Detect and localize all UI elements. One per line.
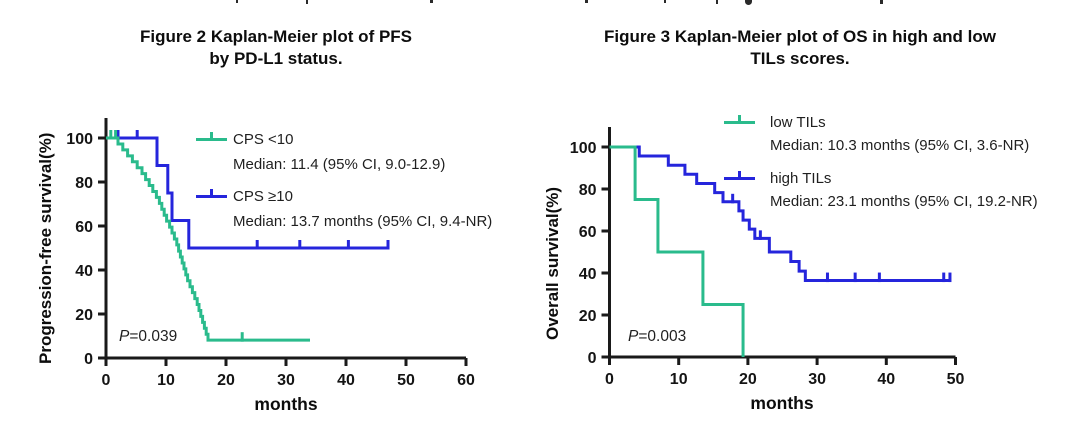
censor-tick-icon	[210, 132, 213, 141]
y-tick-label: 60	[579, 224, 597, 241]
figure3-legend-label-high-tils: high TILs	[770, 170, 832, 187]
figure3-legend-median-high-tils: Median: 23.1 months (95% CI, 19.2-NR)	[770, 193, 1038, 210]
km-curve-cps-10	[106, 136, 388, 250]
x-tick-label: 30	[277, 372, 295, 389]
km-curve-high-tils	[609, 145, 950, 283]
figure2-x-axis-label: months	[254, 394, 318, 414]
y-tick-label: 100	[66, 131, 93, 148]
figure2-legend-label-cps-lt10: CPS <10	[233, 131, 294, 148]
figure2-title-line1: Figure 2 Kaplan-Meier plot of PFS	[139, 27, 413, 46]
x-tick-label: 50	[947, 371, 965, 388]
figure2-legend-label-cps-ge10: CPS ≥10	[233, 188, 293, 205]
y-tick-label: 80	[75, 175, 93, 192]
figure2-legend-median-cps-lt10: Median: 11.4 (95% CI, 9.0-12.9)	[233, 156, 446, 173]
axis-lines	[608, 127, 956, 359]
y-tick-label: 20	[75, 307, 93, 324]
figure2-legend-swatch-cps-ge10	[196, 189, 227, 198]
censor-tick-icon	[738, 115, 741, 124]
figure2-title: Figure 2 Kaplan-Meier plot of PFS by PD-…	[86, 26, 466, 70]
km-curve-low-tils	[609, 145, 745, 357]
y-tick-label: 100	[570, 140, 597, 157]
figure3-title-line1: Figure 3 Kaplan-Meier plot of OS in high…	[604, 27, 996, 46]
x-tick-label: 40	[877, 371, 895, 388]
figure3-title: Figure 3 Kaplan-Meier plot of OS in high…	[565, 26, 1035, 70]
figure2-title-line2: by PD-L1 status.	[209, 49, 343, 68]
km-curve-cps-10	[106, 136, 310, 342]
km-plot-pfs: 0 10 20 30 40 50 60 0 20 40 60 80 100	[66, 118, 475, 389]
x-tick-label: 30	[808, 371, 826, 388]
figure3-title-line2: TILs scores.	[750, 49, 850, 68]
figure3-legend-swatch-low-tils	[724, 115, 755, 124]
figure3-legend-median-low-tils: Median: 10.3 months (95% CI, 3.6-NR)	[770, 137, 1030, 154]
axis-lines	[104, 118, 466, 360]
x-tick-label: 20	[739, 371, 757, 388]
figure2-p-value: P=0.039	[119, 328, 177, 346]
x-tick-label: 0	[102, 372, 111, 389]
p-number: =0.003	[638, 328, 687, 345]
figure3-y-axis-label: Overall survival(%)	[543, 186, 562, 340]
censor-tick-icon	[738, 171, 741, 180]
figure2-legend-swatch-cps-lt10	[196, 132, 227, 141]
figure2-legend-median-cps-ge10: Median: 13.7 months (95% CI, 9.4-NR)	[233, 213, 493, 230]
censor-tick-icon	[210, 189, 213, 198]
x-tick-label: 10	[157, 372, 175, 389]
x-tick-label: 50	[397, 372, 415, 389]
figure2-y-axis-label: Progression-free survival(%)	[36, 132, 55, 364]
p-number: =0.039	[129, 328, 178, 345]
p-symbol: P	[628, 328, 639, 345]
y-tick-label: 60	[75, 219, 93, 236]
figure3-p-value: P=0.003	[628, 328, 686, 346]
x-tick-label: 40	[337, 372, 355, 389]
y-tick-label: 80	[579, 182, 597, 199]
y-tick-label: 40	[579, 266, 597, 283]
y-tick-label: 40	[75, 263, 93, 280]
figure3-legend-swatch-high-tils	[724, 171, 755, 180]
figure3-x-axis-label: months	[750, 393, 814, 413]
y-tick-label: 20	[579, 308, 597, 325]
y-tick-label: 0	[84, 351, 93, 368]
p-symbol: P	[119, 328, 130, 345]
x-tick-label: 10	[670, 371, 688, 388]
km-plot-os: 0 10 20 30 40 50 0 20 40 60 80 100	[570, 127, 965, 388]
x-tick-label: 0	[605, 371, 614, 388]
y-tick-label: 0	[588, 350, 597, 367]
x-tick-label: 20	[217, 372, 235, 389]
x-tick-label: 60	[457, 372, 475, 389]
figure3-legend-label-low-tils: low TILs	[770, 114, 826, 131]
